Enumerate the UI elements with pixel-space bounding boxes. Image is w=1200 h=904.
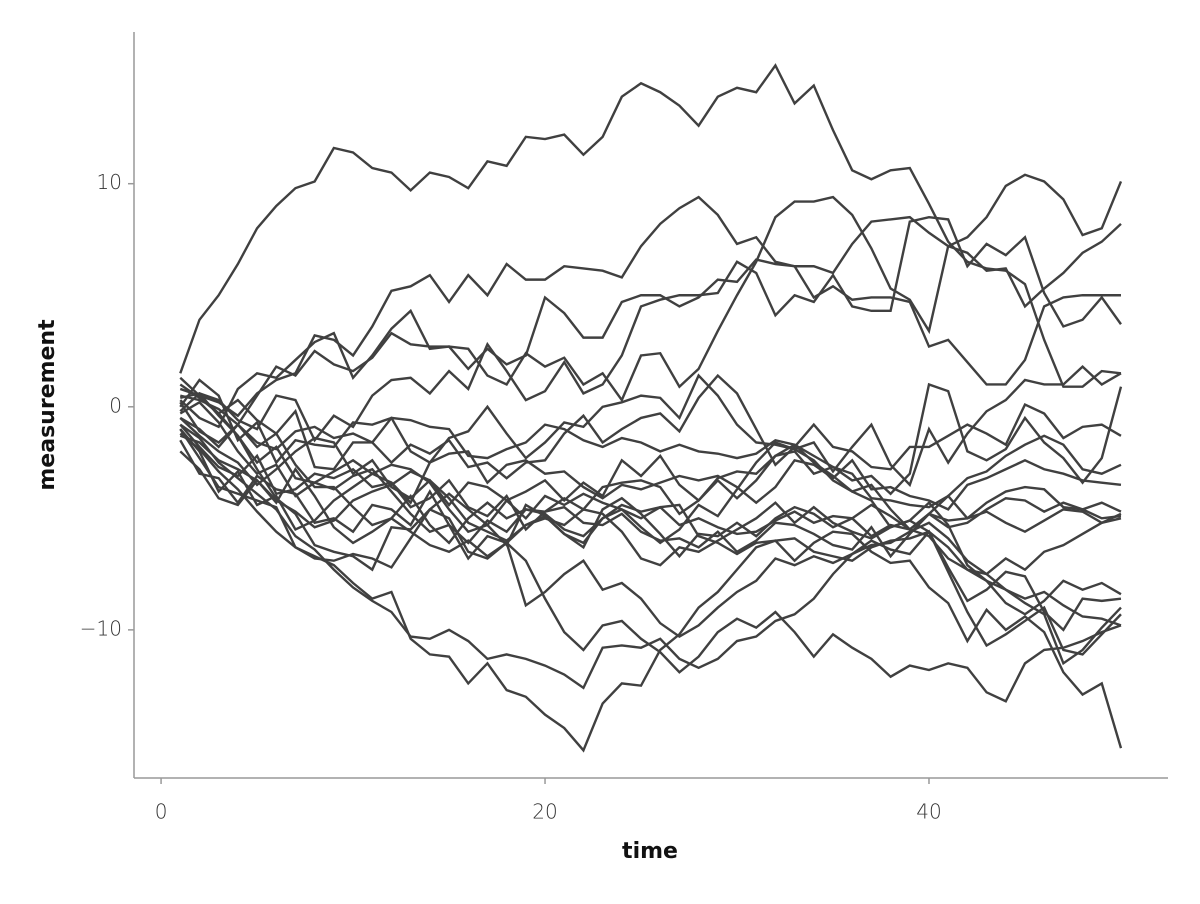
series-line (179, 400, 1122, 576)
series-line (179, 432, 1123, 753)
series-line (179, 401, 1122, 532)
x-tick-label: 0 (155, 800, 168, 824)
series-line (179, 428, 1122, 532)
x-axis-title: time (622, 839, 678, 864)
series-line (179, 394, 1122, 545)
series-line (179, 376, 1122, 703)
y-tick-label: 0 (109, 393, 122, 417)
y-tick-label: −10 (80, 616, 122, 640)
series-line (179, 428, 1122, 616)
series-line (179, 195, 1122, 449)
y-axis-title: measurement (35, 319, 60, 491)
y-tick-label: 10 (97, 170, 122, 194)
series-line (179, 450, 1122, 656)
series-line (179, 392, 1122, 632)
series-line (179, 382, 1123, 507)
series-line (179, 423, 1122, 511)
series-line (179, 434, 1122, 666)
x-tick-label: 20 (532, 800, 557, 824)
series-line (179, 215, 1122, 443)
x-tick-label: 40 (916, 800, 941, 824)
series-line (179, 373, 1122, 480)
series-line (179, 258, 1121, 429)
series-line (179, 423, 1122, 690)
